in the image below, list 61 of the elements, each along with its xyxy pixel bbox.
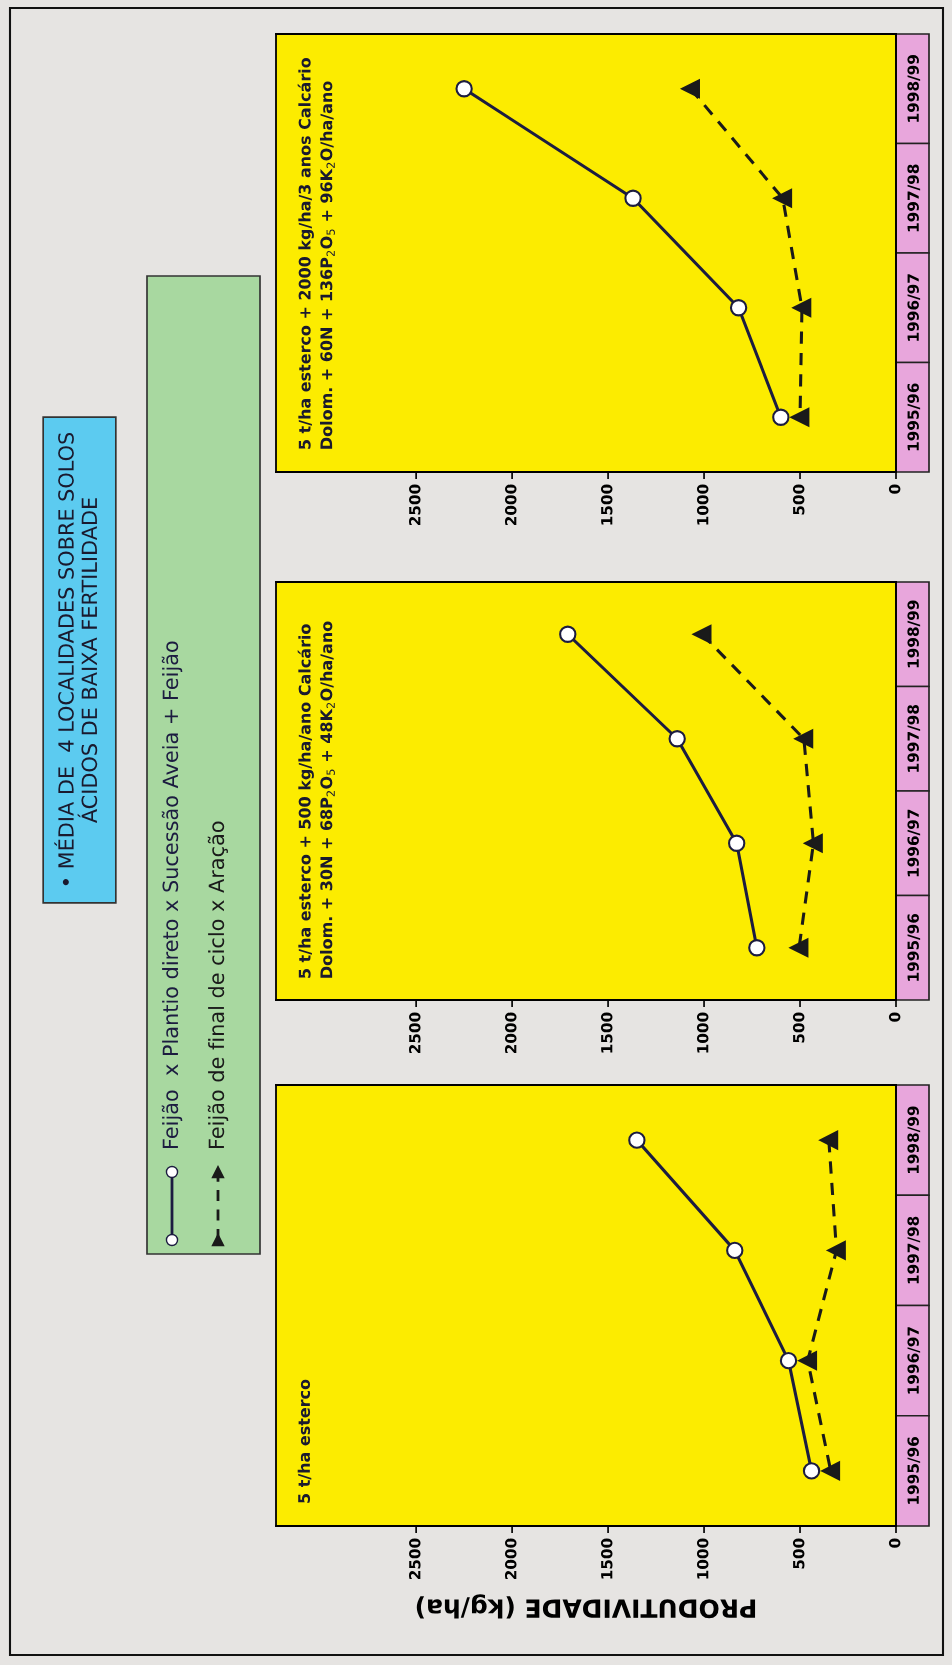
x-tick-label: 0 <box>888 1012 901 1022</box>
point <box>748 939 766 957</box>
y-tick-label: 1995/96 <box>907 913 921 981</box>
point <box>729 299 748 317</box>
x-tick-label: 2500 <box>409 1012 421 1054</box>
point <box>692 624 712 644</box>
y-tick-label: 1996/97 <box>907 274 921 341</box>
y-tick-label: 1997/98 <box>907 1216 921 1284</box>
point <box>728 834 746 852</box>
x-tick-label: 0 <box>888 1538 901 1548</box>
x-tick-label: 1500 <box>600 1012 613 1053</box>
point <box>821 1461 841 1481</box>
y-tick-label: 1998/99 <box>907 1106 921 1174</box>
x-tick-label: 2000 <box>504 484 517 526</box>
annotation: 5 t/ha esterco + 2000 kg/ha/3 anos Calcário Dolom. + 60N + 136P$_{2}$O$_{5}$ + 96K$_{2}$O/ha/ano <box>297 58 335 449</box>
x-tick-label: 500 <box>792 484 805 515</box>
point <box>726 1241 744 1260</box>
point <box>455 80 473 98</box>
point <box>624 189 642 207</box>
point <box>668 730 686 748</box>
point <box>773 188 793 208</box>
text: Feijão de final de ciclo x Aração <box>207 821 229 1148</box>
x-tick-label: 2000 <box>504 1012 517 1054</box>
point <box>779 1351 798 1370</box>
x-axis-title: PRODUTIVIDADE (kg/ha) <box>416 1594 756 1619</box>
x-tick-label: 2500 <box>409 484 421 526</box>
point <box>789 938 809 958</box>
x-tick-label: 500 <box>792 1538 805 1569</box>
x-tick-label: 2500 <box>409 1538 421 1580</box>
text: • MÉDIA DE 4 LOCALIDADES SOBRE SOLOS ÁCIDOS DE BAIXA FERTILIDADE <box>54 432 98 886</box>
text: Feijão x Plantio direto x Sucessão Aveia + Feijão <box>161 641 183 1148</box>
point <box>794 729 814 749</box>
point <box>559 625 577 643</box>
point <box>802 1462 821 1480</box>
point <box>819 1130 839 1150</box>
y-tick-label: 1996/97 <box>907 1327 921 1394</box>
y-tick-label: 1995/96 <box>907 1437 921 1504</box>
x-tick-label: 500 <box>792 1012 805 1043</box>
x-tick-label: 2000 <box>504 1538 517 1580</box>
annotation: 5 t/ha esterco <box>297 1379 312 1503</box>
point <box>798 1351 818 1370</box>
point <box>790 407 810 427</box>
point <box>628 1131 646 1149</box>
x-tick-label: 1000 <box>696 1538 709 1579</box>
point <box>827 1241 846 1260</box>
x-tick-label: 0 <box>888 484 901 494</box>
point <box>772 408 790 426</box>
annotation: 5 t/ha esterco + 500 kg/ha/ano Calcário Dolom. + 30N + 68P$_{2}$O$_{5}$ + 48K$_{2}$O/ha/ano <box>297 621 335 978</box>
y-tick-label: 1997/98 <box>907 164 921 232</box>
x-tick-label: 1000 <box>696 1012 709 1053</box>
y-tick-label: 1995/96 <box>907 383 921 451</box>
point <box>681 79 700 99</box>
y-tick-label: 1998/99 <box>907 600 921 668</box>
x-tick-label: 1500 <box>600 484 613 525</box>
point <box>804 833 823 853</box>
point <box>792 298 812 318</box>
y-tick-label: 1997/98 <box>907 705 921 772</box>
y-tick-label: 1996/97 <box>907 809 921 877</box>
x-tick-label: 1000 <box>696 484 709 525</box>
y-tick-label: 1998/99 <box>907 55 921 122</box>
x-tick-label: 1500 <box>600 1538 613 1579</box>
